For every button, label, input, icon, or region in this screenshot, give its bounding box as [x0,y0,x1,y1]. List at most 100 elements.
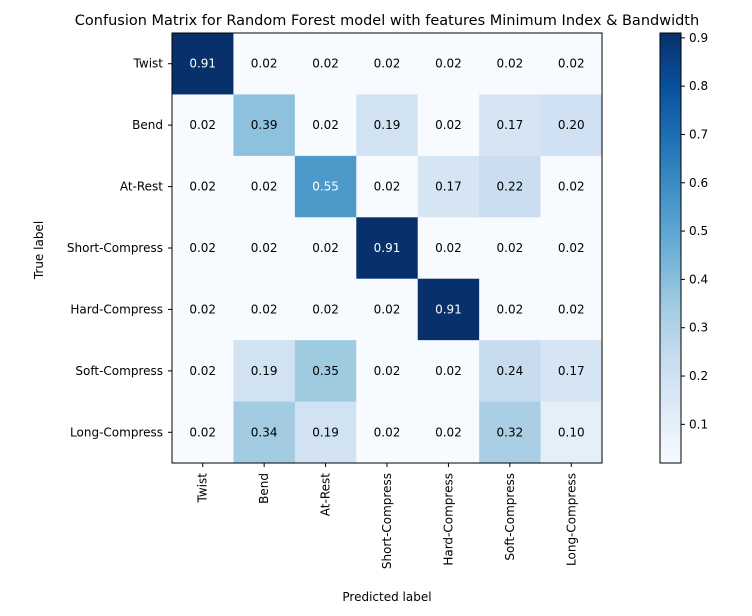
cell-value-label: 0.02 [558,241,585,255]
x-tick-label: At-Rest [319,473,333,516]
cell-value-label: 0.32 [497,425,524,439]
heatmap-cell [172,155,234,218]
cell-value-label: 0.02 [558,302,585,316]
y-axis-ticks: Twist Bend At-Rest Short-Compress Hard-Compr… [67,57,172,439]
x-tick-label: Bend [257,473,271,504]
cell-value-label: 0.02 [312,302,339,316]
heatmap-cell [417,33,480,95]
cell-value-label: 0.20 [558,118,585,132]
cell-value-label: 0.02 [189,180,216,194]
x-tick-label: Soft-Compress [503,473,517,561]
cell-value-label: 0.35 [312,364,339,378]
heatmap-cell [356,33,419,95]
cell-value-label: 0.02 [189,118,216,132]
heatmap-cells [172,33,603,464]
cell-value-label: 0.02 [189,364,216,378]
cell-value-label: 0.02 [251,180,278,194]
heatmap-cell [294,278,357,341]
heatmap-cell [540,340,603,403]
cell-value-label: 0.10 [558,425,585,439]
colorbar-tick-label: 0.8 [689,79,708,93]
heatmap-cell [233,340,296,403]
cell-value-label: 0.02 [374,302,401,316]
heatmap-cell [479,278,542,341]
heatmap-cell [356,155,419,218]
cell-value-label: 0.02 [374,57,401,71]
x-tick-label: Twist [196,473,210,504]
colorbar-frame [659,32,682,464]
heatmap-cell [172,278,234,341]
cell-value-label: 0.91 [189,57,216,71]
cell-value-label: 0.19 [374,118,401,132]
cell-value-label: 0.02 [189,302,216,316]
cell-value-label: 0.55 [312,180,339,194]
cell-value-label: 0.02 [251,57,278,71]
cell-value-label: 0.39 [251,118,278,132]
heatmap-cell [417,94,480,157]
colorbar-tick-label: 0.5 [689,224,708,238]
cell-value-label: 0.02 [312,57,339,71]
cell-value-label: 0.02 [189,425,216,439]
x-axis-ticks: Twist Bend At-Rest Short-Compress Hard-Compr… [196,463,578,569]
cell-value-label: 0.19 [312,425,339,439]
heatmap-cell [294,94,357,157]
cell-value-label: 0.02 [189,241,216,255]
cell-value-label: 0.02 [374,364,401,378]
chart-title: Confusion Matrix for Random Forest model… [75,13,699,29]
cell-value-label: 0.02 [497,57,524,71]
colorbar-tick-label: 0.4 [689,272,708,286]
heatmap-cell [233,278,296,341]
heatmap-cell [417,278,480,341]
y-tick-label: Soft-Compress [75,364,163,378]
cell-value-label: 0.02 [435,425,462,439]
cell-value-label: 0.02 [312,118,339,132]
cell-value-label: 0.02 [435,241,462,255]
heatmap-cell [172,33,234,95]
heatmap-cell [172,401,234,464]
colorbar: 0.1 0.2 0.3 0.4 0.5 0.6 0.7 0.8 0.9 [659,31,708,464]
heatmap-cell [479,340,542,403]
x-axis-label: Predicted label [342,590,431,604]
cell-value-label: 0.02 [251,302,278,316]
cell-value-label: 0.02 [435,364,462,378]
heatmap-cell [233,217,296,280]
heatmap-cell [356,278,419,341]
heatmap-cell [540,401,603,464]
cell-value-label: 0.02 [374,180,401,194]
y-tick-label: Bend [132,118,163,132]
colorbar-tick-label: 0.2 [689,369,708,383]
heatmap-cell [356,217,419,280]
cell-value-label: 0.02 [374,425,401,439]
heatmap-cell [540,94,603,157]
heatmap-cell [233,33,296,95]
heatmap-cell [172,340,234,403]
heatmap-cell-labels: 0.91 0.02 0.02 0.02 0.02 0.02 0.02 0.02 0.39 0.02… [189,57,584,440]
x-tick-label: Long-Compress [564,473,578,566]
heatmap-cell [540,217,603,280]
cell-value-label: 0.02 [497,241,524,255]
colorbar-tick-label: 0.7 [689,127,708,141]
heatmap-cell [479,33,542,95]
heatmap-cell [233,155,296,218]
heatmap-cell [540,155,603,218]
heatmap-cell [356,340,419,403]
heatmap-cell [294,155,357,218]
heatmap-cell [233,401,296,464]
y-tick-label: At-Rest [120,180,163,194]
y-tick-label: Short-Compress [67,241,163,255]
heatmap-cell [294,340,357,403]
heatmap-cell [479,401,542,464]
cell-value-label: 0.02 [251,241,278,255]
cell-value-label: 0.19 [251,364,278,378]
cell-value-label: 0.91 [435,302,462,316]
y-tick-label: Hard-Compress [70,302,163,316]
heatmap-cell [540,33,603,95]
cell-value-label: 0.02 [435,118,462,132]
heatmap-cell [233,94,296,157]
cell-value-label: 0.02 [558,180,585,194]
y-axis-label: True label [32,221,46,280]
colorbar-tick-label: 0.3 [689,321,708,335]
heatmap-cell [356,401,419,464]
cell-value-label: 0.17 [435,180,462,194]
